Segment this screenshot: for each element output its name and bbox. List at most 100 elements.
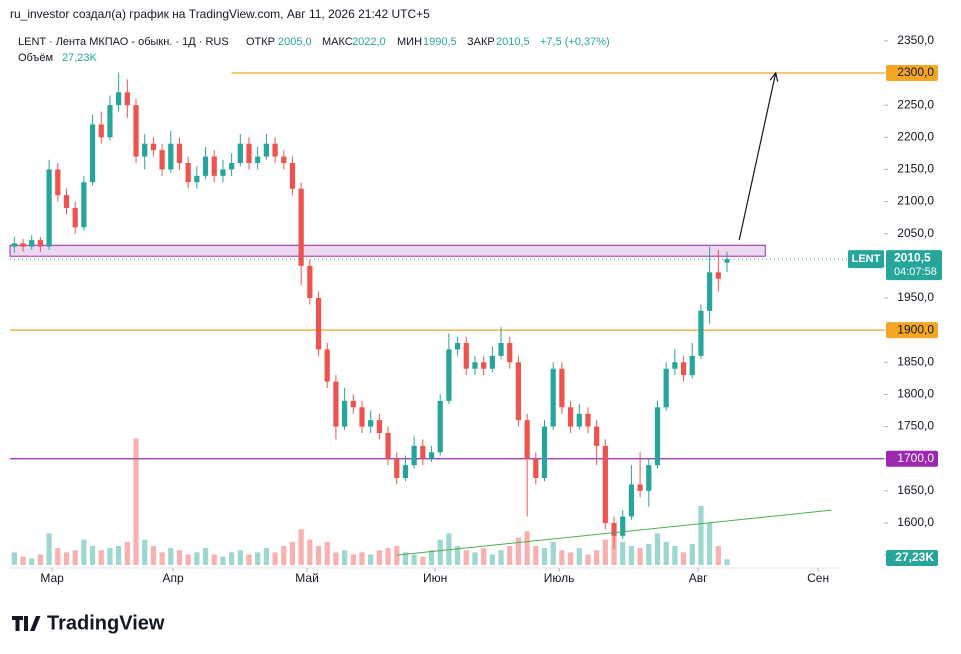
price-tag-text: 2010,5: [894, 250, 931, 264]
y-tick-label: 1800,0: [897, 387, 934, 401]
volume-bar: [680, 552, 687, 565]
volume-bar: [359, 552, 365, 565]
candle-body: [698, 310, 704, 356]
volume-bar: [594, 550, 600, 565]
volume-bar: [576, 548, 582, 565]
volume-bar: [107, 548, 113, 565]
candle-body: [368, 420, 374, 427]
logo-text: TradingView: [47, 612, 165, 634]
candle-body: [420, 445, 426, 459]
volume-bar: [611, 535, 617, 565]
volume-bar: [150, 546, 157, 565]
volume-bar: [211, 554, 217, 565]
volume-bar: [698, 505, 704, 565]
volume-bar: [185, 554, 191, 565]
candle-body: [567, 407, 574, 427]
candle-body: [142, 143, 148, 157]
level-tag-label: 1900,0: [897, 322, 934, 336]
candle-body: [602, 445, 608, 523]
candle-body: [437, 400, 443, 453]
level-tag: [886, 322, 938, 339]
volume-bar: [307, 539, 313, 565]
volume-bar: [194, 552, 200, 565]
candle-body: [246, 143, 252, 163]
logo-icon: [12, 616, 41, 631]
level-tag: [886, 450, 938, 467]
volume-bar: [315, 546, 322, 565]
volume-bar: [220, 556, 226, 565]
candle-body: [168, 143, 174, 170]
candle-body: [37, 240, 44, 247]
candle-body: [454, 343, 461, 350]
y-tick-label: 2050,0: [897, 226, 934, 240]
volume-bar: [489, 554, 495, 565]
volume-bar: [602, 539, 608, 565]
volume-bar: [428, 550, 435, 565]
candle-body: [159, 150, 165, 170]
candle-body: [585, 413, 591, 427]
volume-bar: [98, 550, 104, 565]
volume-bar: [176, 550, 183, 565]
level-tag-label: 2300,0: [897, 65, 934, 79]
candle-body: [220, 169, 226, 176]
volume-bar: [724, 559, 730, 565]
arrow: [738, 72, 777, 241]
candle-body: [342, 400, 348, 427]
volume-bar: [272, 552, 278, 565]
candle-body: [202, 156, 209, 176]
volume-bar: [298, 529, 304, 565]
candle-body: [324, 349, 330, 382]
candle-body: [481, 362, 487, 369]
volume-bar: [672, 546, 678, 565]
x-tick-label: Июн: [423, 571, 447, 585]
candle-body: [298, 188, 304, 266]
volume-bar: [342, 550, 348, 565]
candle-body: [498, 343, 504, 356]
candle-body: [541, 426, 548, 478]
candle-body: [272, 143, 278, 157]
close-label: ЗАКР: [467, 36, 495, 48]
volume-bar: [420, 556, 426, 565]
y-tick-label: 2150,0: [897, 162, 934, 176]
volume-bar: [255, 552, 261, 565]
volume-bar: [63, 552, 70, 565]
candle-body: [637, 484, 643, 491]
low-label: МИН: [397, 36, 422, 48]
volume-bar: [663, 541, 669, 565]
level-tag: [886, 65, 938, 81]
candle-body: [194, 175, 200, 183]
candle-body: [663, 368, 669, 408]
low: 1990,5: [423, 36, 457, 48]
volume-label: Объём: [18, 52, 53, 64]
volume-bar: [229, 552, 235, 565]
volume-bar: [550, 541, 556, 565]
volume-bar: [29, 558, 35, 565]
candle-body: [507, 343, 513, 363]
volume-bar: [246, 554, 252, 565]
candle-body: [255, 156, 261, 163]
candle-body: [707, 272, 713, 311]
x-tick-label: Май: [295, 571, 319, 585]
candle-body: [176, 143, 183, 163]
volume: 27,23K: [62, 52, 98, 64]
volume-bar: [281, 546, 287, 565]
volume-bar: [498, 550, 504, 565]
volume-bar: [541, 548, 548, 565]
volume-bar: [585, 554, 591, 565]
volume-bar: [472, 552, 478, 565]
change: +7,5 (+0,37%): [540, 36, 610, 48]
candle-body: [472, 362, 478, 369]
candle-body: [594, 426, 600, 446]
legend: LENT · Лента МКПАО - обыкн. · 1Д · RUS О…: [18, 36, 610, 64]
volume-bar: [402, 552, 409, 565]
candle-body: [428, 452, 435, 459]
volume-bar: [142, 539, 148, 565]
volume-bar: [202, 548, 209, 565]
volume-bar: [81, 539, 87, 565]
volume-bar: [715, 546, 721, 565]
volume-bar: [350, 554, 356, 565]
volume-bar: [524, 531, 530, 565]
volume-bar: [620, 541, 626, 565]
candle-body: [654, 407, 661, 466]
